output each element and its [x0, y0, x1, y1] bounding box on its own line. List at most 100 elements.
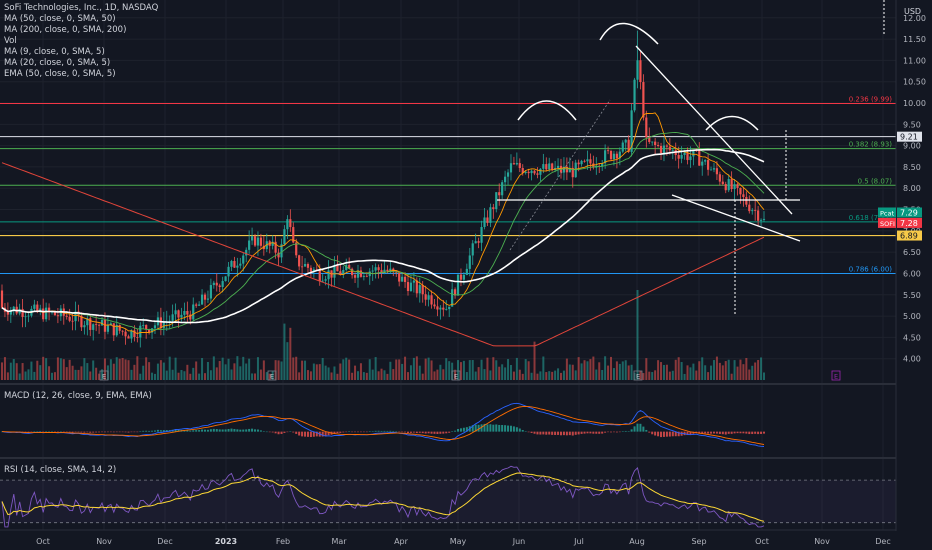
legend-ma50[interactable]: MA (50, close, 0, SMA, 50) — [4, 14, 116, 24]
rsi-ma-line — [1, 472, 765, 522]
macd-hist-bar — [757, 431, 760, 435]
volume-bar — [662, 365, 665, 380]
macd-hist-bar — [533, 431, 536, 434]
candle-body — [118, 324, 121, 331]
volume-bar — [707, 372, 710, 380]
volume-bar — [477, 367, 480, 380]
volume-bar — [233, 363, 236, 380]
volume-bar — [409, 365, 412, 380]
macd-hist-bar — [342, 431, 345, 433]
volume-bar — [59, 358, 62, 380]
macd-hist-bar — [633, 426, 636, 432]
macd-hist-bar — [280, 431, 283, 434]
legend-ma200[interactable]: MA (200, close, 0, SMA, 200) — [4, 25, 127, 35]
candle-body — [545, 164, 548, 170]
candle-body — [448, 306, 451, 310]
candle-body — [398, 272, 401, 282]
macd-hist-bar — [227, 428, 230, 432]
candle-body — [627, 139, 630, 152]
price-tag-1: 7.29 — [900, 208, 918, 217]
volume-bar — [3, 357, 6, 380]
volume-bar — [742, 364, 745, 380]
macd-hist-bar — [56, 431, 59, 433]
volume-bar — [689, 367, 692, 380]
candle-body — [342, 269, 345, 275]
candle-body — [654, 141, 657, 146]
volume-bar — [386, 373, 389, 380]
volume-bar — [704, 365, 707, 380]
candle-body — [701, 161, 704, 166]
macd-hist-bar — [386, 430, 389, 432]
volume-bar — [221, 357, 224, 380]
volume-bar — [710, 365, 713, 380]
volume-bar — [404, 356, 407, 380]
volume-bar — [686, 365, 689, 380]
candle-body — [636, 60, 639, 80]
legend-ma9[interactable]: MA (9, close, 0, SMA, 5) — [4, 47, 105, 57]
macd-hist-bar — [742, 431, 745, 434]
macd-hist-bar — [348, 431, 351, 432]
legend-ma20[interactable]: MA (20, close, 0, SMA, 5) — [4, 58, 111, 68]
candle-body — [683, 152, 686, 155]
time-tick-14: Dec — [875, 537, 890, 546]
legend-vol[interactable]: Vol — [4, 36, 17, 46]
volume-bar — [306, 370, 309, 380]
macd-hist-bar — [312, 431, 315, 437]
volume-bar — [71, 365, 74, 380]
macd-hist-bar — [454, 430, 457, 432]
volume-bar — [148, 362, 151, 380]
volume-bar — [498, 366, 501, 380]
macd-hist-bar — [718, 431, 721, 434]
candle-body — [665, 145, 669, 147]
volume-bar — [201, 358, 204, 380]
candle-body — [383, 269, 386, 274]
macd-legend[interactable]: MACD (12, 26, close, 9, EMA, EMA) — [4, 391, 152, 401]
candle-body — [745, 196, 748, 205]
macd-hist-bar — [439, 431, 442, 434]
price-tick-8: 8.00 — [903, 184, 921, 193]
volume-bar — [65, 367, 68, 380]
macd-hist-bar — [206, 429, 209, 432]
macd-hist-bar — [242, 429, 245, 432]
volume-bar — [86, 363, 89, 380]
macd-hist-bar — [124, 431, 127, 433]
volume-bar — [562, 370, 565, 380]
macd-hist-bar — [374, 430, 377, 432]
macd-hist-bar — [192, 430, 195, 432]
candle-body — [227, 266, 230, 277]
candle-body — [368, 271, 371, 277]
volume-bar — [345, 357, 348, 380]
macd-hist-bar — [401, 431, 404, 433]
rsi-legend[interactable]: RSI (14, close, SMA, 14, 2) — [4, 465, 117, 475]
time-tick-12: Oct — [755, 537, 769, 546]
candle-body — [377, 267, 380, 271]
legend-ema50[interactable]: EMA (50, close, 0, SMA, 5) — [4, 69, 116, 79]
macd-hist-bar — [221, 429, 224, 432]
candle-body — [730, 179, 733, 190]
volume-bar — [206, 361, 209, 380]
candle-body — [418, 285, 421, 294]
candle-body — [280, 244, 283, 258]
macd-hist-bar — [627, 431, 630, 432]
macd-hist-bar — [345, 431, 348, 433]
candle-body — [33, 304, 36, 309]
volume-bar — [580, 363, 583, 380]
volume-bar — [651, 372, 654, 380]
volume-bar — [121, 357, 124, 380]
macd-hist-bar — [671, 431, 674, 437]
macd-hist-bar — [480, 424, 483, 432]
volume-bar — [277, 360, 280, 380]
volume-bar — [15, 363, 18, 380]
macd-hist-bar — [527, 431, 530, 433]
macd-hist-bar — [677, 431, 680, 437]
volume-bar — [177, 372, 180, 380]
volume-bar — [286, 342, 289, 380]
macd-hist-bar — [186, 430, 189, 432]
volume-bar — [342, 359, 345, 380]
macd-hist-bar — [583, 431, 586, 434]
chart-title[interactable]: SoFi Technologies, Inc., 1D, NASDAQ — [4, 3, 159, 13]
volume-bar — [271, 370, 274, 380]
volume-bar — [42, 356, 45, 380]
